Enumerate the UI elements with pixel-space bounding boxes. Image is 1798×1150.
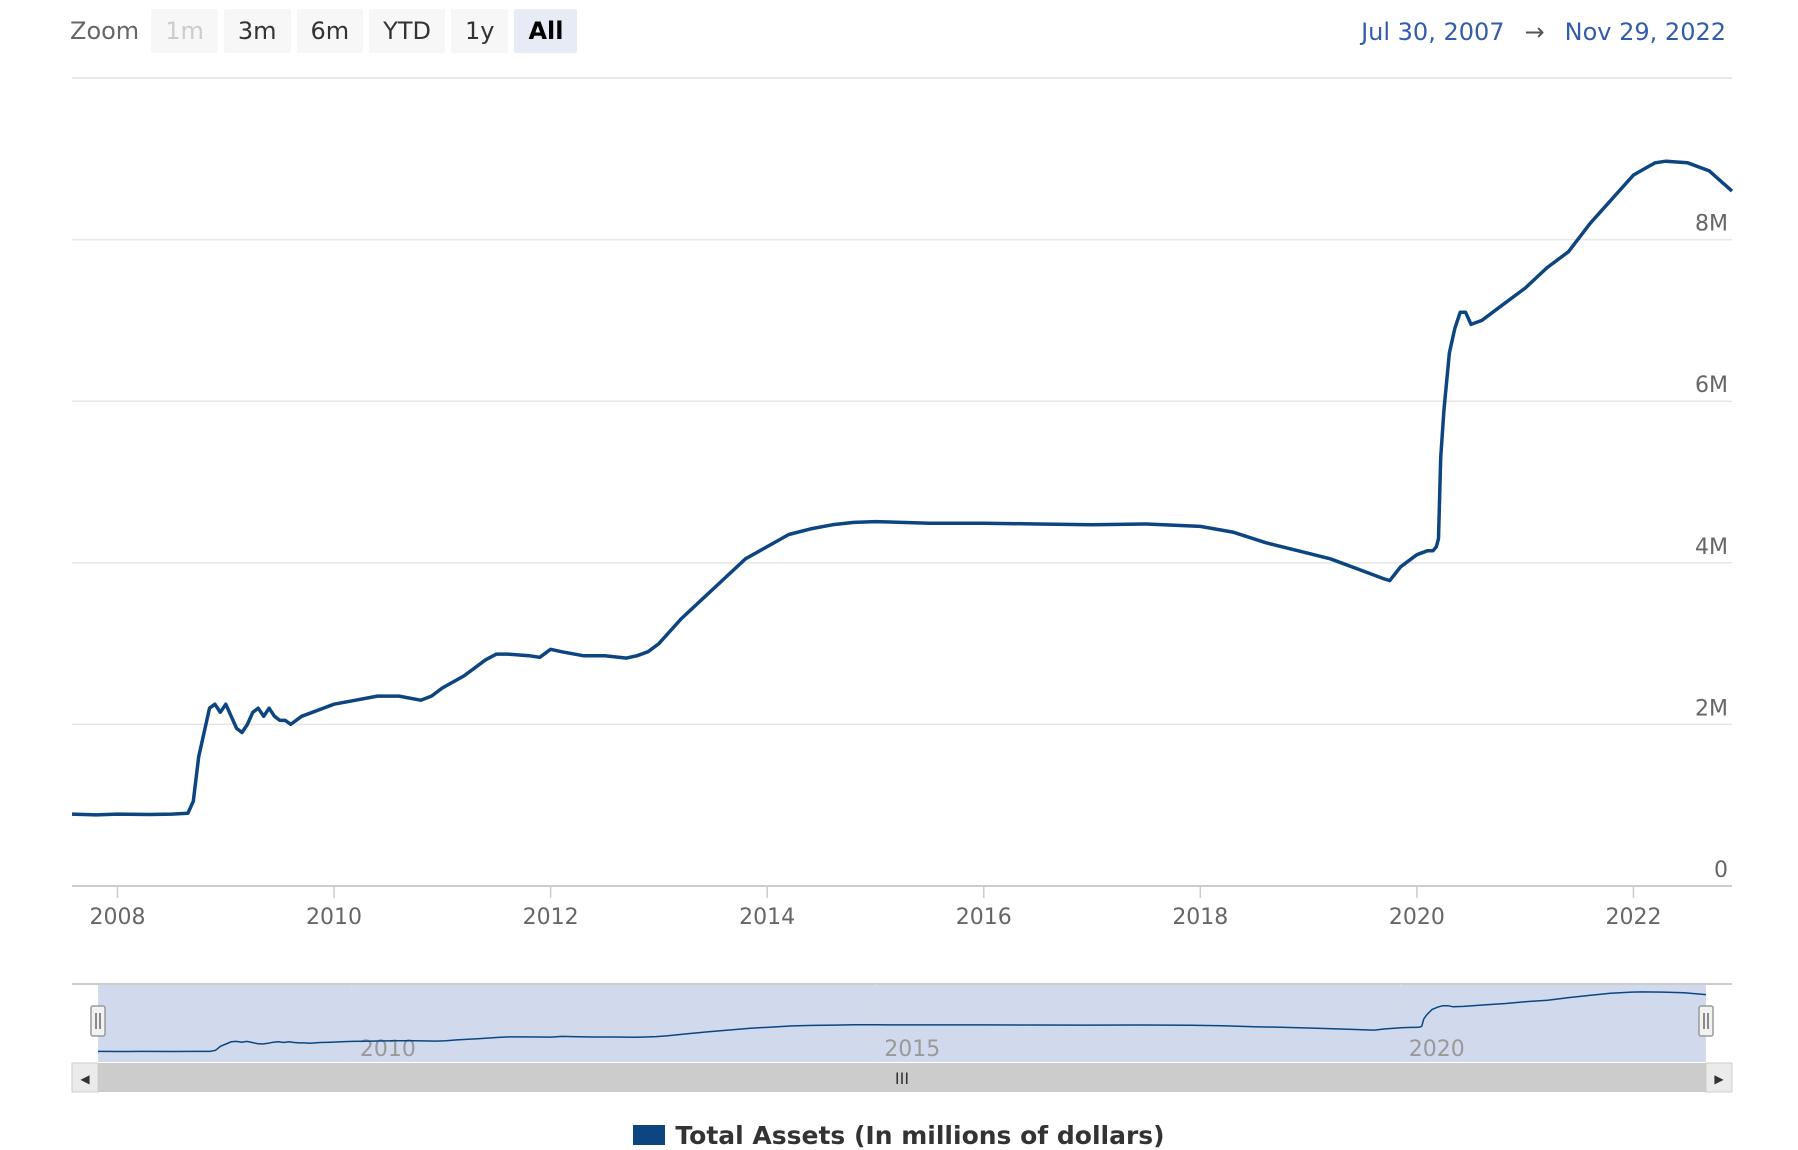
x-tick-label: 2018 <box>1172 905 1228 930</box>
legend[interactable]: Total Assets (In millions of dollars) <box>0 1120 1798 1150</box>
to-date-input[interactable]: Nov 29, 2022 <box>1564 18 1726 46</box>
scrollbar-right-button[interactable] <box>1705 1062 1733 1093</box>
navigator-series-line <box>97 991 1707 1053</box>
y-tick-label: 4M <box>1695 535 1728 560</box>
navigator-handle-right[interactable] <box>1698 1005 1714 1037</box>
navigator-label: 2020 <box>1409 1037 1465 1062</box>
series-line <box>71 159 1734 817</box>
x-tick-label: 2012 <box>523 905 579 930</box>
navigator-handle-left[interactable] <box>90 1005 106 1037</box>
zoom-button-ytd[interactable]: YTD <box>369 9 445 53</box>
x-axis-labels: 2008 2010 2012 2014 2016 2018 2020 2022 <box>89 905 1661 930</box>
x-tick-label: 2016 <box>956 905 1012 930</box>
zoom-button-6m[interactable]: 6m <box>296 9 364 53</box>
x-tick-label: 2008 <box>89 905 145 930</box>
legend-label: Total Assets (In millions of dollars) <box>675 1120 1165 1150</box>
scrollbar-left-button[interactable] <box>71 1062 99 1093</box>
x-tick-label: 2022 <box>1605 905 1661 930</box>
y-tick-label: 6M <box>1695 373 1728 398</box>
y-tick-label: 8M <box>1695 212 1728 237</box>
handle-body[interactable] <box>1698 1005 1714 1037</box>
scroll-right-icon: ▶ <box>1714 1072 1724 1086</box>
y-axis-labels: 0 2M 4M 6M 8M <box>1695 212 1728 883</box>
main-series <box>71 159 1734 817</box>
x-axis-ticks <box>116 886 1635 898</box>
legend-swatch <box>633 1125 666 1145</box>
zoom-button-all[interactable]: All <box>514 9 578 53</box>
x-tick-label: 2014 <box>739 905 795 930</box>
navigator[interactable]: 2010 2015 2020 <box>72 983 1732 1062</box>
navigator-grid <box>351 984 1402 1062</box>
y-tick-label: 0 <box>1714 858 1728 883</box>
range-selector: Zoom 1m 3m 6m YTD 1y All <box>70 8 583 54</box>
handle-body[interactable] <box>90 1005 106 1037</box>
zoom-button-1y[interactable]: 1y <box>450 9 509 53</box>
zoom-button-3m[interactable]: 3m <box>223 9 291 53</box>
range-arrow: → <box>1524 18 1545 46</box>
zoom-label: Zoom <box>70 17 140 45</box>
scrollbar-thumb[interactable] <box>98 1063 1706 1092</box>
from-date-input[interactable]: Jul 30, 2007 <box>1361 18 1505 46</box>
scrollbar-grip-icon: III <box>895 1069 909 1088</box>
y-tick-label: 2M <box>1695 696 1728 721</box>
date-range: Jul 30, 2007 → Nov 29, 2022 <box>1361 12 1726 52</box>
navigator-label: 2015 <box>884 1037 940 1062</box>
scroll-left-icon: ◀ <box>80 1072 90 1086</box>
navigator-series <box>97 991 1707 1053</box>
zoom-button-1m[interactable]: 1m <box>151 9 218 53</box>
x-tick-label: 2020 <box>1389 905 1445 930</box>
navigator-mask[interactable] <box>98 984 1706 1062</box>
scrollbar[interactable]: III ◀ ▶ <box>71 1062 1733 1093</box>
x-tick-label: 2010 <box>306 905 362 930</box>
grid-lines <box>72 77 1732 887</box>
